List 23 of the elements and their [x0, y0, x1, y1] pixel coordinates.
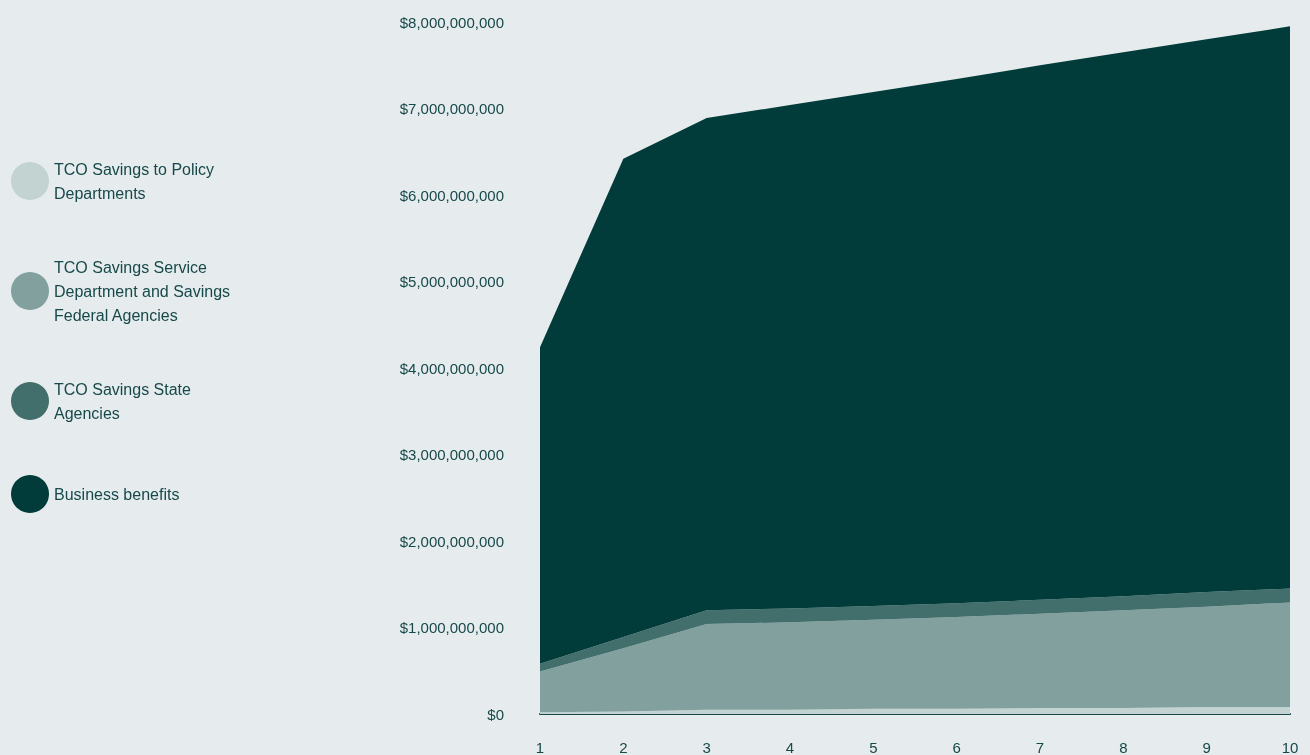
x-tick-label: 3 — [702, 739, 711, 755]
x-tick-label: 4 — [785, 739, 795, 755]
x-tick-label: 5 — [869, 739, 878, 755]
x-tick-label: 9 — [1202, 739, 1211, 755]
x-tick-label: 2 — [619, 739, 628, 755]
legend-label: Business benefits — [54, 485, 180, 503]
y-tick-label: $6,000,000,000 — [399, 186, 504, 204]
y-tick-label: $2,000,000,000 — [399, 532, 504, 550]
legend-label: TCO Savings Service Department and Savings Federal Agencies — [54, 258, 235, 324]
x-tick-label: 8 — [1119, 739, 1128, 755]
legend-label: TCO Savings State Agencies — [54, 380, 196, 422]
x-tick-label: 1 — [535, 739, 545, 755]
y-tick-label: $4,000,000,000 — [399, 359, 504, 377]
y-tick-label: $7,000,000,000 — [399, 100, 504, 117]
x-tick-label: 6 — [952, 739, 961, 755]
y-tick-label: $3,000,000,000 — [399, 446, 504, 463]
y-tick-label: $1,000,000,000 — [399, 619, 504, 636]
legend-label: TCO Savings to Policy Departments — [54, 160, 219, 202]
y-tick-label: $5,000,000,000 — [399, 273, 504, 290]
x-tick-label: 10 — [1281, 739, 1299, 755]
y-tick-label: $8,000,000,000 — [399, 13, 504, 31]
x-tick-label: 7 — [1035, 739, 1045, 755]
y-tick-label: $0 — [487, 705, 504, 723]
